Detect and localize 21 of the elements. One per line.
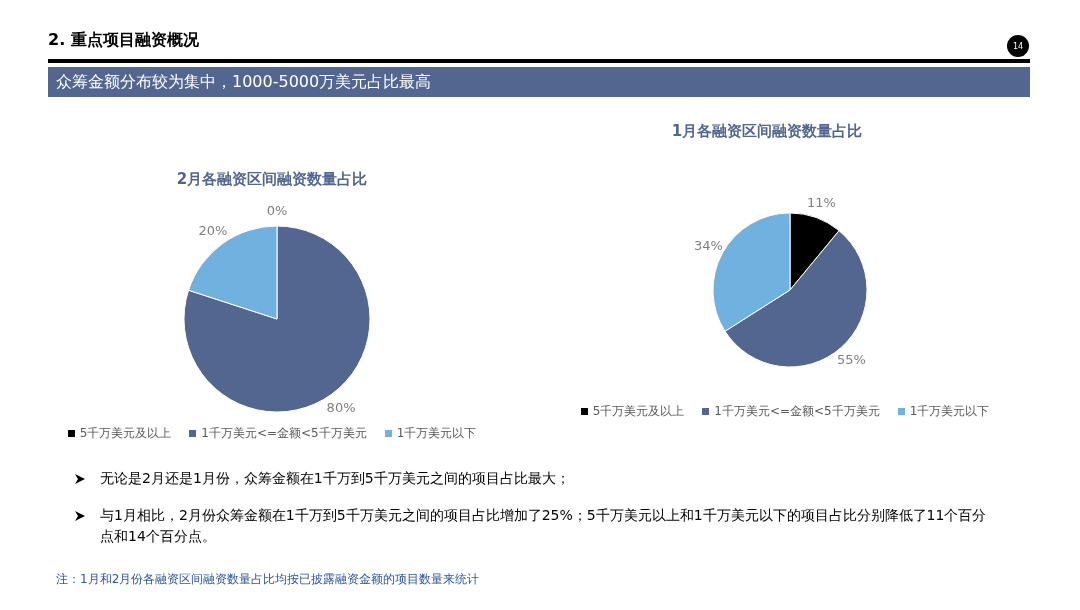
chart-title: 1月各融资区间融资数量占比 — [670, 122, 864, 141]
legend-label: 1千万美元以下 — [909, 403, 990, 420]
chart-title: 2月各融资区间融资数量占比 — [175, 170, 369, 189]
legend-label: 5千万美元及以上 — [592, 403, 685, 420]
text: 0% — [266, 202, 288, 218]
data-label: 20% — [198, 223, 228, 239]
legend-label: 1千万美元<=金额<5千万美元 — [714, 403, 880, 420]
text: 与1月相比，2月份众筹金额在1千万到5千万美元之间的项目占比增加了25%；5千万美元以上和1千万美元以下的项目占比分别降低了11个百分点和14个百分点。 — [100, 506, 988, 546]
text: 14 — [1007, 35, 1029, 57]
legend-label: 1千万美元以下 — [396, 425, 477, 442]
text: 众筹金额分布较为集中，1000-5000万美元占比最高 — [48, 67, 1030, 97]
text: 注：1月和2月份各融资区间融资数量占比均按已披露融资金额的项目数量来统计 — [56, 571, 480, 588]
text: 无论是2月还是1月份，众筹金额在1千万到5千万美元之间的项目占比最大； — [100, 469, 571, 488]
data-label: 55% — [837, 352, 866, 368]
text: 2. 重点项目融资概况 — [48, 30, 199, 51]
legend-label: 1千万美元<=金额<5千万美元 — [201, 425, 367, 442]
data-label: 11% — [807, 195, 836, 210]
pie-slice — [183, 225, 371, 413]
data-label: 80% — [326, 399, 356, 415]
data-label: 34% — [694, 237, 723, 253]
legend-label: 5千万美元及以上 — [79, 425, 172, 442]
